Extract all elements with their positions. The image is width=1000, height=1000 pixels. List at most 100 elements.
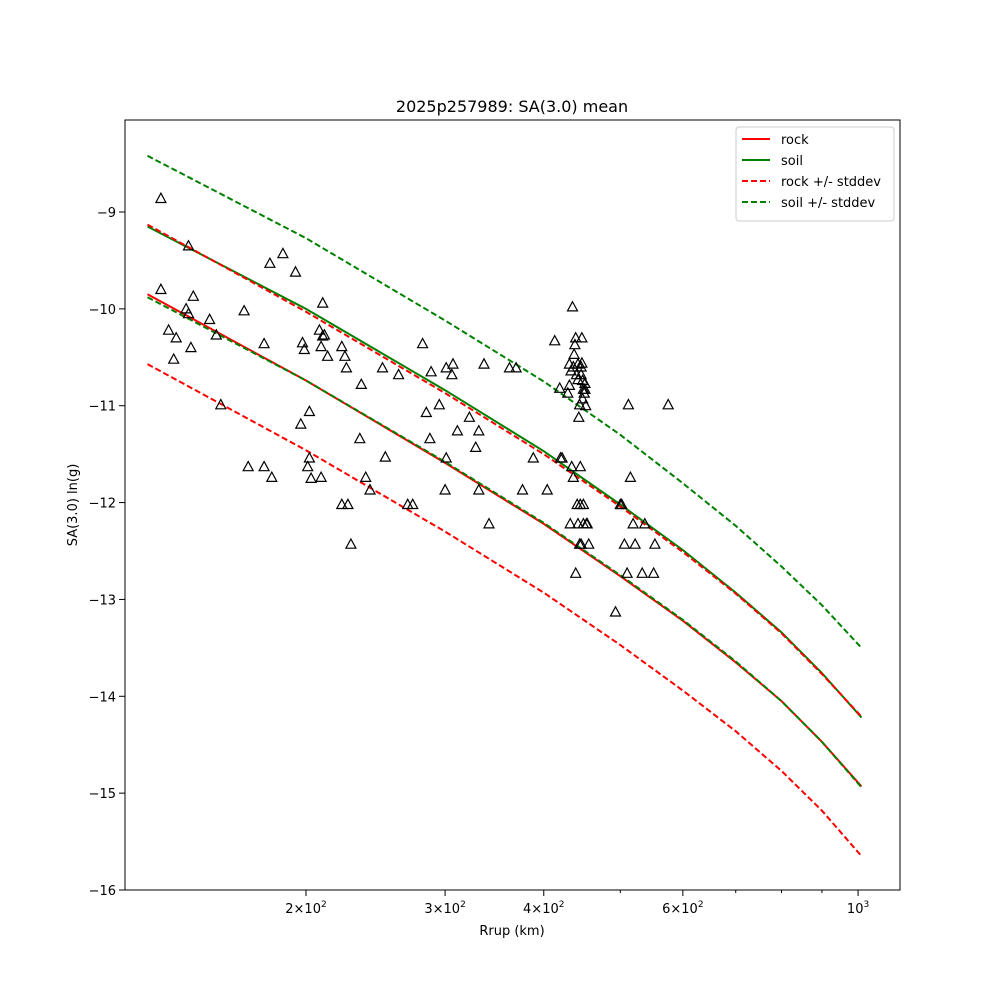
data-point — [167, 352, 180, 364]
data-point — [242, 460, 255, 472]
data-point — [569, 331, 582, 343]
data-point — [503, 361, 516, 373]
data-point — [353, 432, 366, 444]
series-line-stddev-lower-3 — [147, 363, 863, 857]
legend-label: soil — [781, 154, 803, 169]
x-tick-label: 103 — [847, 900, 869, 917]
data-point — [335, 340, 348, 352]
data-point — [359, 470, 372, 482]
data-point — [423, 432, 436, 444]
data-point — [662, 398, 675, 410]
data-point — [565, 460, 578, 472]
data-point — [624, 470, 637, 482]
data-point — [321, 349, 334, 361]
y-tick-label: −10 — [89, 303, 116, 318]
data-point — [440, 451, 453, 463]
data-point — [258, 460, 271, 472]
data-point — [572, 410, 585, 422]
data-point — [340, 361, 353, 373]
data-point — [214, 398, 227, 410]
data-point — [318, 328, 331, 340]
data-point — [472, 424, 485, 436]
data-point — [315, 470, 328, 482]
data-point — [516, 483, 529, 495]
data-point — [154, 191, 167, 204]
data-point — [187, 289, 200, 301]
series-line-rock-stddev — [147, 223, 863, 718]
data-point — [258, 337, 271, 349]
data-point — [446, 357, 460, 369]
data-point — [575, 537, 588, 549]
data-point — [182, 239, 195, 251]
data-point — [578, 386, 591, 398]
data-point — [416, 337, 429, 349]
data-point — [451, 424, 464, 436]
data-point — [303, 405, 316, 417]
data-point — [379, 450, 392, 462]
data-point — [184, 341, 197, 353]
series-line-stddev-lower-5 — [147, 296, 863, 788]
data-point — [263, 256, 276, 268]
data-point — [564, 517, 577, 529]
legend: rock soil rock +/- stddev soil +/- stddev — [735, 126, 895, 222]
data-point — [289, 265, 302, 277]
data-point — [561, 386, 574, 398]
data-point — [305, 471, 318, 483]
data-point — [573, 398, 586, 410]
data-point — [638, 517, 651, 529]
data-point — [575, 360, 588, 372]
data-point — [463, 410, 476, 422]
data-point — [406, 498, 419, 510]
data-point — [469, 440, 482, 452]
x-axis-label: Rrup (km) — [479, 924, 544, 939]
data-point — [276, 247, 289, 259]
data-point — [627, 517, 640, 529]
data-point — [420, 406, 433, 418]
x-tick-label: 4×102 — [523, 900, 564, 917]
data-point — [568, 347, 581, 359]
data-point — [609, 605, 622, 617]
y-axis-label: SA(3.0) ln(g) — [66, 464, 81, 547]
data-point — [482, 517, 496, 529]
data-point — [433, 398, 446, 410]
y-tick-label: −14 — [89, 690, 116, 705]
plot-area — [147, 154, 863, 857]
data-point — [578, 376, 591, 388]
data-point — [363, 483, 377, 495]
data-point — [636, 566, 649, 578]
data-point — [556, 451, 569, 463]
data-point — [618, 537, 631, 549]
data-point — [563, 378, 576, 390]
data-point — [303, 451, 316, 463]
legend-label: rock — [781, 133, 809, 148]
data-point — [527, 451, 540, 463]
x-axis: 2×102 3×102 4×102 6×102 103 — [285, 890, 869, 917]
data-point — [182, 307, 195, 319]
data-point — [316, 296, 329, 308]
data-point — [621, 566, 634, 578]
data-point — [344, 537, 357, 549]
data-point — [392, 368, 405, 380]
data-point — [577, 498, 590, 510]
legend-label: soil +/- stddev — [781, 196, 876, 211]
y-tick-label: −13 — [89, 593, 116, 608]
data-point — [648, 537, 661, 549]
y-axis: −9 −10 −11 −12 −13 −14 −15 −16 — [89, 206, 125, 899]
x-tick-label: 3×102 — [424, 900, 465, 917]
chart-title: 2025p257989: SA(3.0) mean — [396, 97, 628, 116]
data-point — [615, 498, 628, 510]
data-point — [338, 349, 351, 361]
data-point — [341, 498, 354, 510]
data-point — [574, 460, 587, 472]
series-line-soil-stddev — [147, 154, 863, 649]
data-point — [298, 343, 311, 355]
data-point — [170, 331, 183, 343]
data-point — [582, 537, 595, 549]
data-point — [581, 517, 594, 529]
data-point — [316, 329, 329, 341]
data-point — [313, 323, 326, 335]
data-point — [569, 566, 582, 578]
y-tick-label: −11 — [89, 400, 116, 415]
data-point — [541, 483, 554, 495]
